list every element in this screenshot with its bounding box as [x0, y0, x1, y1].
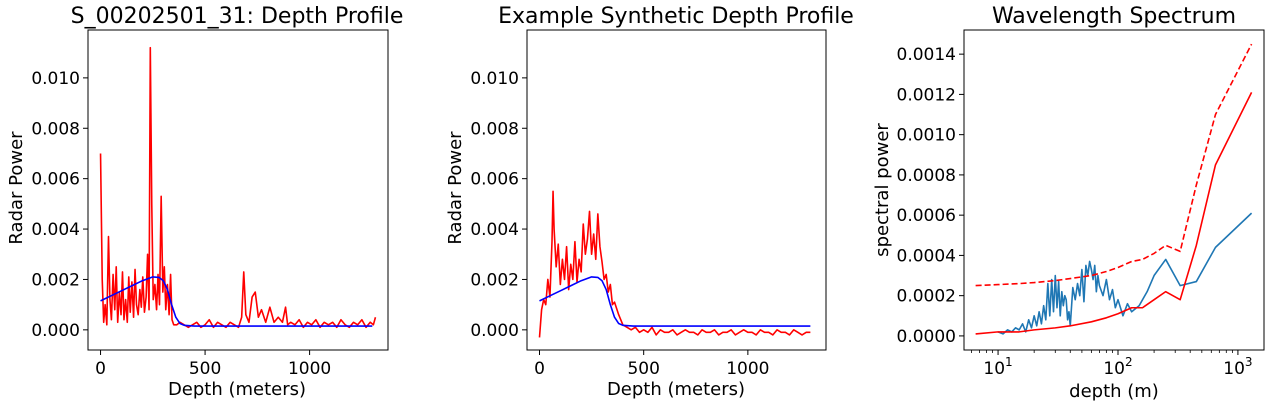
y-tick-label: 0.0000	[897, 327, 956, 347]
y-tick-label: 0.010	[470, 69, 519, 89]
series-line	[539, 276, 811, 327]
y-tick-label: 0.002	[31, 270, 80, 290]
y-tick-label: 0.006	[470, 170, 519, 190]
x-tick-label: 0	[95, 359, 106, 379]
y-tick-label: 0.0008	[897, 166, 956, 186]
series-line	[538, 190, 811, 338]
x-tick-label: 1000	[726, 359, 769, 379]
y-tick-label: 0.0006	[897, 206, 956, 226]
panel-title: Wavelength Spectrum	[992, 4, 1236, 29]
x-tick-label: 0	[534, 359, 545, 379]
y-tick-label: 0.0010	[897, 126, 956, 146]
x-tick-label: 500	[627, 359, 659, 379]
x-axis-label: depth (m)	[1069, 381, 1159, 402]
y-tick-label: 0.000	[31, 321, 80, 341]
y-tick-label: 0.0002	[897, 287, 956, 307]
y-tick-label: 0.008	[470, 119, 519, 139]
y-axis-label: spectral power	[872, 123, 893, 257]
panel-title: S_00202501_31: Depth Profile	[71, 4, 404, 29]
y-tick-label: 0.0004	[897, 246, 956, 266]
y-axis-label: Radar Power	[6, 131, 27, 245]
x-axis-label: Depth (meters)	[168, 379, 306, 400]
series-line	[100, 276, 373, 327]
axes-frame	[87, 29, 389, 351]
x-axis-label: Depth (meters)	[607, 379, 745, 400]
plot-area	[99, 46, 377, 329]
panel-title: Example Synthetic Depth Profile	[498, 4, 854, 29]
synthetic-depth-profile-panel: Example Synthetic Depth Profile Depth (m…	[445, 4, 854, 400]
y-tick-label: 0.010	[31, 69, 80, 89]
y-tick-label: 0.004	[470, 220, 519, 240]
x-tick-label: 500	[189, 359, 221, 379]
series-line	[975, 43, 1253, 287]
plot-area	[975, 43, 1253, 335]
x-tick-label: 101	[983, 355, 1012, 379]
series-line	[975, 92, 1253, 335]
x-tick-label: 102	[1103, 355, 1132, 379]
y-axis-label: Radar Power	[445, 131, 466, 245]
axes-frame	[526, 29, 827, 351]
y-tick-label: 0.008	[31, 119, 80, 139]
axes-frame	[963, 29, 1265, 351]
y-tick-label: 0.004	[31, 220, 80, 240]
depth-profile-panel: S_00202501_31: Depth Profile Depth (mete…	[6, 4, 403, 400]
series-line	[997, 212, 1253, 335]
y-tick-label: 0.0014	[897, 45, 956, 65]
plot-area	[538, 190, 811, 338]
y-tick-label: 0.002	[470, 270, 519, 290]
x-tick-label: 1000	[288, 359, 331, 379]
y-tick-label: 0.000	[470, 321, 519, 341]
y-tick-label: 0.0012	[897, 85, 956, 105]
x-tick-label: 103	[1223, 355, 1252, 379]
y-tick-label: 0.006	[31, 170, 80, 190]
wavelength-spectrum-panel: Wavelength Spectrum depth (m) spectral p…	[872, 4, 1265, 402]
